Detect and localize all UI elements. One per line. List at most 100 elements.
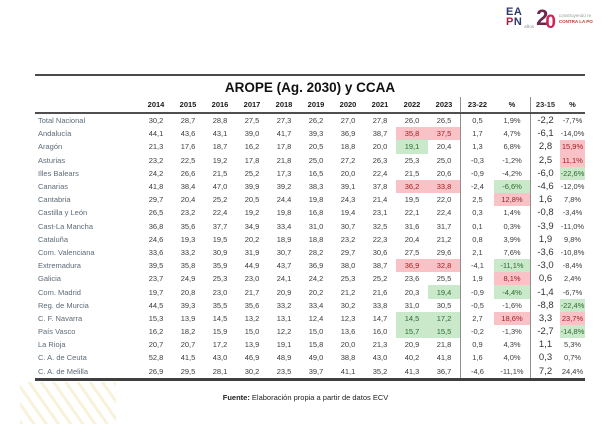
table-cell: 15,8 bbox=[308, 340, 324, 350]
anios-label: años bbox=[524, 24, 535, 29]
logo-tagline-2: CONTRA LA PO bbox=[558, 18, 593, 24]
table-cell: -6,1 bbox=[530, 127, 560, 141]
table-cell: 8,1% bbox=[494, 272, 530, 286]
row-label: Reg. de Murcia bbox=[38, 300, 89, 310]
table-cell: 31,0 bbox=[404, 300, 420, 310]
table-cell: 38,4 bbox=[180, 182, 196, 192]
column-header: 2018 bbox=[275, 100, 293, 109]
table-cell: -22,4% bbox=[560, 298, 585, 312]
table-cell: 17,6 bbox=[180, 142, 196, 152]
table-cell: 0,3% bbox=[503, 221, 521, 231]
table-cell: 43,7 bbox=[276, 261, 292, 271]
table-cell: -2,7 bbox=[530, 325, 560, 339]
table-cell: 20,6 bbox=[436, 168, 452, 178]
table-cell: 25,5 bbox=[436, 274, 452, 284]
table-cell: 18,6% bbox=[494, 311, 530, 325]
eapn-ea: EA bbox=[506, 6, 523, 18]
table-cell: 37,5 bbox=[428, 127, 460, 141]
column-header: 2022 bbox=[403, 100, 421, 109]
table-cell: 25,2 bbox=[372, 274, 388, 284]
row-label: Extremadura bbox=[38, 261, 81, 271]
table-cell: -4,1 bbox=[460, 259, 494, 273]
table-cell: 24,9 bbox=[180, 274, 196, 284]
row-label: C. F. Navarra bbox=[38, 313, 83, 323]
table-cell: 27,5 bbox=[244, 116, 260, 126]
table-cell: 29,5 bbox=[180, 366, 196, 376]
table-cell: 19,7 bbox=[148, 287, 164, 297]
table-cell: 20,3 bbox=[404, 287, 420, 297]
table-cell: 37,7 bbox=[212, 221, 228, 231]
table-cell: -1,6% bbox=[502, 300, 522, 310]
table-cell: 34,9 bbox=[244, 221, 260, 231]
eapn-logo: EA PN años 20 construyendo re CONTRA LA … bbox=[506, 6, 593, 34]
row-label: Com. Valenciana bbox=[38, 247, 95, 257]
source-note-text: Elaboración propia a partir de datos ECV bbox=[249, 393, 389, 402]
table-cell: 26,2 bbox=[308, 116, 324, 126]
table-cell: 22,1 bbox=[404, 208, 420, 218]
table-cell: 19,1 bbox=[276, 340, 292, 350]
table-cell: 23,1 bbox=[372, 208, 388, 218]
table-cell: -10,8% bbox=[560, 247, 585, 257]
table-cell: 43,1 bbox=[212, 129, 228, 139]
table-cell: 21,5 bbox=[212, 168, 228, 178]
row-label-header bbox=[35, 97, 140, 112]
table-cell: 24,6 bbox=[148, 234, 164, 244]
table-cell: 12,2 bbox=[276, 327, 292, 337]
table-cell: 16,8 bbox=[308, 208, 324, 218]
table-cell: 17,8 bbox=[276, 142, 292, 152]
table-cell: 32,5 bbox=[372, 221, 388, 231]
table-cell: 18,8 bbox=[308, 234, 324, 244]
table-cell: 31,7 bbox=[436, 221, 452, 231]
table-cell: 39,5 bbox=[148, 261, 164, 271]
table-cell: 20,5 bbox=[244, 195, 260, 205]
table-cell: 22,4 bbox=[212, 208, 228, 218]
table-cell: 0,3 bbox=[530, 351, 560, 365]
table-cell: 18,9 bbox=[276, 234, 292, 244]
table-cell: 35,8 bbox=[180, 261, 196, 271]
table-cell: -0,9 bbox=[460, 166, 494, 180]
table-cell: 44,5 bbox=[148, 300, 164, 310]
table-cell: -0,3 bbox=[460, 153, 494, 167]
table-cell: 2,1 bbox=[460, 245, 494, 260]
table-cell: 1,7 bbox=[460, 127, 494, 141]
table-cell: 0,5 bbox=[460, 114, 494, 128]
table-cell: 29,6 bbox=[436, 247, 452, 257]
column-header: 2019 bbox=[307, 100, 325, 109]
table-row: La Rioja 20,7 20,7 17,2 13,9 19,1 15,8 20,0 21,3… bbox=[35, 338, 585, 352]
row-label: La Rioja bbox=[38, 340, 66, 350]
source-note: Fuente: Elaboración propia a partir de d… bbox=[0, 393, 611, 402]
table-cell: 36,7 bbox=[436, 366, 452, 376]
table-cell: 28,8 bbox=[212, 116, 228, 126]
table-cell: 19,4 bbox=[340, 208, 356, 218]
table-cell: 16,5 bbox=[308, 168, 324, 178]
table-cell: 31,6 bbox=[404, 221, 420, 231]
table-cell: 25,3 bbox=[404, 155, 420, 165]
table-cell: -3,6 bbox=[530, 245, 560, 260]
column-header: 2017 bbox=[243, 100, 261, 109]
table-cell: 19,4 bbox=[428, 285, 460, 299]
table-cell: 33,6 bbox=[148, 247, 164, 257]
table-cell: 35,9 bbox=[212, 261, 228, 271]
table-cell: 6,8% bbox=[503, 142, 521, 152]
table-cell: 19,2 bbox=[244, 208, 260, 218]
table-cell: -7,7% bbox=[562, 116, 583, 126]
table-cell: 2,4% bbox=[563, 274, 582, 284]
logo-digit-0: 0 bbox=[545, 12, 556, 33]
table-cell: 3,3 bbox=[530, 311, 560, 325]
table-cell: 23,2 bbox=[340, 234, 356, 244]
table-cell: 38,0 bbox=[340, 261, 356, 271]
table-cell: 38,3 bbox=[308, 182, 324, 192]
column-header: % bbox=[569, 100, 576, 109]
table-cell: 23,7% bbox=[560, 311, 585, 325]
table-cell: -6,6% bbox=[494, 179, 530, 194]
table-cell: 26,5 bbox=[148, 208, 164, 218]
row-label: Andalucía bbox=[38, 129, 72, 139]
table-cell: -14,0% bbox=[560, 129, 585, 139]
table-cell: -14,8% bbox=[560, 325, 585, 339]
table-cell: 36,8 bbox=[148, 221, 164, 231]
table-cell: 20,8 bbox=[180, 287, 196, 297]
table-cell: 23,6 bbox=[404, 274, 420, 284]
table-cell: 36,9 bbox=[308, 261, 324, 271]
table-cell: 31,0 bbox=[308, 221, 324, 231]
table-cell: 48,9 bbox=[276, 353, 292, 363]
